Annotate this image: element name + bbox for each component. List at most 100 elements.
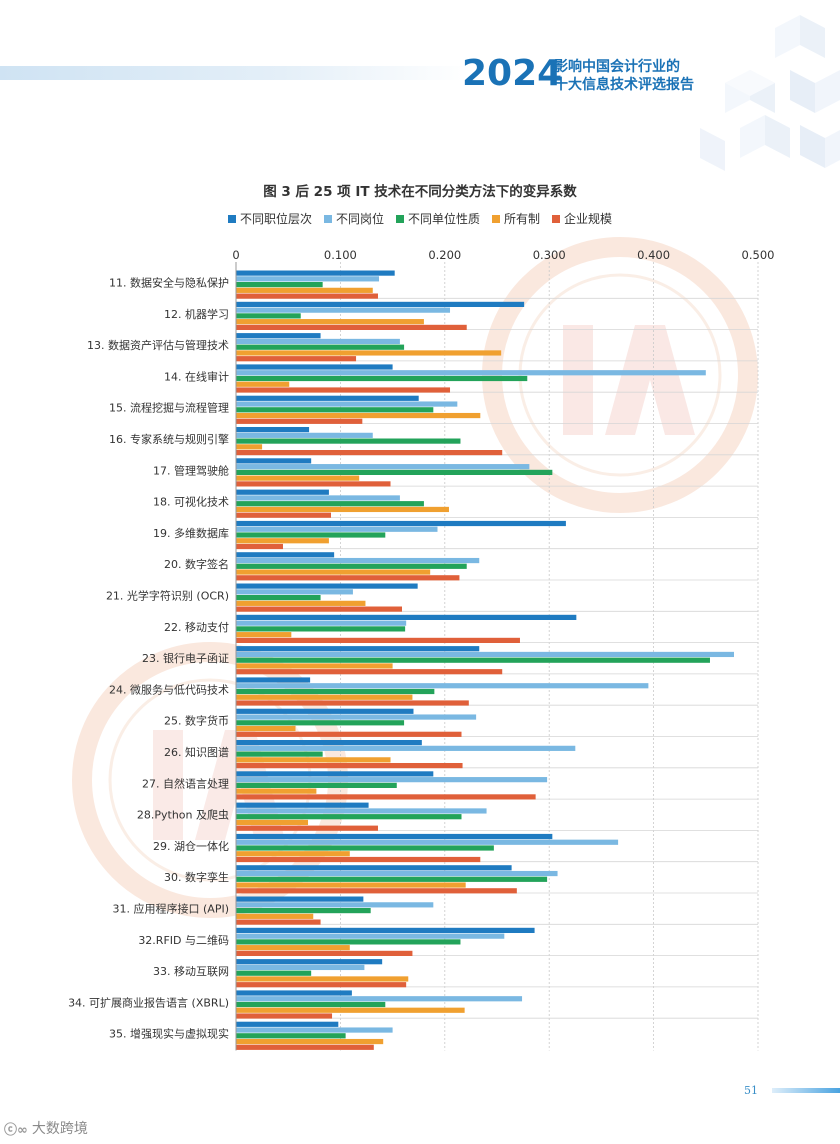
bar-15-2: [236, 751, 323, 757]
legend-label: 不同职位层次: [239, 212, 312, 226]
legend-swatch: [323, 214, 332, 223]
bar-4-0: [236, 395, 419, 401]
bar-13-1: [236, 683, 649, 689]
bar-3-4: [236, 387, 451, 393]
bar-19-4: [236, 888, 517, 894]
bar-15-3: [236, 757, 391, 763]
category-label: 32.RFID 与二维码: [138, 934, 229, 947]
report-title: 影响中国会计行业的 十大信息技术评选报告: [554, 58, 694, 94]
bar-18-3: [236, 851, 350, 857]
bar-15-1: [236, 745, 576, 751]
legend-label: 所有制: [504, 212, 541, 226]
bar-11-0: [236, 614, 577, 620]
bar-2-2: [236, 344, 405, 350]
bar-13-3: [236, 694, 413, 700]
category-label: 19. 多维数据库: [153, 526, 229, 540]
bar-13-2: [236, 688, 435, 695]
bar-0-1: [236, 276, 380, 282]
bar-5-4: [236, 450, 503, 456]
bar-16-2: [236, 782, 397, 788]
bar-1-0: [236, 301, 525, 307]
bar-14-0: [236, 708, 414, 714]
legend-item-4: 企业规模: [552, 210, 612, 227]
bar-22-4: [236, 982, 407, 988]
bar-14-1: [236, 714, 477, 720]
bar-24-4: [236, 1044, 374, 1050]
category-label: 33. 移动互联网: [153, 965, 229, 978]
category-label: 11. 数据安全与隐私保护: [109, 276, 229, 290]
bar-3-2: [236, 375, 528, 382]
bar-19-2: [236, 876, 548, 882]
bar-3-1: [236, 370, 706, 376]
bar-12-3: [236, 663, 393, 669]
x-tick-label: 0.300: [533, 248, 566, 262]
category-label: 12. 机器学习: [164, 307, 229, 321]
category-label: 14. 在线审计: [164, 369, 229, 383]
bar-0-2: [236, 282, 323, 288]
bar-6-0: [236, 458, 312, 464]
bar-12-1: [236, 651, 734, 658]
bar-15-0: [236, 740, 422, 746]
bar-23-2: [236, 1001, 386, 1008]
bar-2-1: [236, 338, 400, 345]
bar-24-1: [236, 1027, 393, 1033]
bar-21-4: [236, 950, 413, 956]
legend-swatch: [227, 214, 236, 223]
legend-label: 不同岗位: [335, 212, 384, 226]
bar-10-0: [236, 583, 418, 589]
legend-swatch: [552, 214, 561, 223]
bar-11-1: [236, 620, 407, 626]
bar-2-4: [236, 356, 357, 362]
bar-0-3: [236, 287, 373, 293]
bar-18-2: [236, 845, 494, 851]
bar-17-3: [236, 819, 309, 826]
cube-decoration: [700, 15, 840, 171]
bar-10-1: [236, 589, 353, 595]
category-label: 20. 数字签名: [164, 557, 229, 571]
chart-legend: 不同职位层次 不同岗位 不同单位性质 所有制 企业规模: [0, 210, 840, 227]
bar-23-0: [236, 990, 352, 996]
bar-5-0: [236, 427, 310, 433]
legend-label: 不同单位性质: [407, 212, 480, 226]
page-number: 51: [744, 1084, 758, 1097]
chart-title: 图 3 后 25 项 IT 技术在不同分类方法下的变异系数: [263, 184, 577, 200]
bar-3-0: [236, 364, 393, 370]
bar-20-0: [236, 896, 364, 902]
x-tick-label: 0.200: [428, 248, 461, 262]
bar-4-3: [236, 412, 481, 419]
bar-20-4: [236, 919, 321, 925]
category-label: 17. 管理驾驶舱: [153, 463, 229, 477]
bar-12-0: [236, 646, 480, 652]
bar-16-1: [236, 777, 548, 783]
bar-21-2: [236, 939, 461, 945]
bar-22-1: [236, 964, 365, 971]
category-label: 31. 应用程序接口 (API): [113, 902, 229, 916]
report-title-line1: 影响中国会计行业的: [554, 59, 680, 75]
category-label: 15. 流程挖掘与流程管理: [109, 401, 229, 415]
category-label: 28.Python 及爬虫: [137, 809, 229, 822]
bar-23-3: [236, 1007, 465, 1013]
category-label: 27. 自然语言处理: [142, 776, 229, 790]
bar-9-0: [236, 552, 335, 558]
bar-15-4: [236, 763, 463, 769]
category-label: 21. 光学字符识别 (OCR): [106, 589, 229, 603]
bar-8-2: [236, 532, 386, 538]
category-label: 25. 数字货币: [164, 714, 229, 728]
bar-19-3: [236, 882, 466, 888]
bar-14-2: [236, 720, 405, 726]
bar-20-3: [236, 913, 314, 919]
bar-21-0: [236, 927, 535, 933]
bar-11-2: [236, 626, 406, 632]
bar-2-0: [236, 333, 321, 339]
bar-5-3: [236, 444, 263, 450]
bar-8-4: [236, 543, 283, 550]
bar-23-1: [236, 996, 523, 1002]
bar-21-3: [236, 945, 350, 951]
bar-12-4: [236, 669, 503, 675]
bar-5-1: [236, 432, 373, 438]
header-decoration-band: [0, 66, 470, 80]
bar-1-1: [236, 307, 451, 313]
category-label: 13. 数据资产评估与管理技术: [87, 338, 229, 352]
brand-name: 大数跨境: [31, 1121, 88, 1137]
